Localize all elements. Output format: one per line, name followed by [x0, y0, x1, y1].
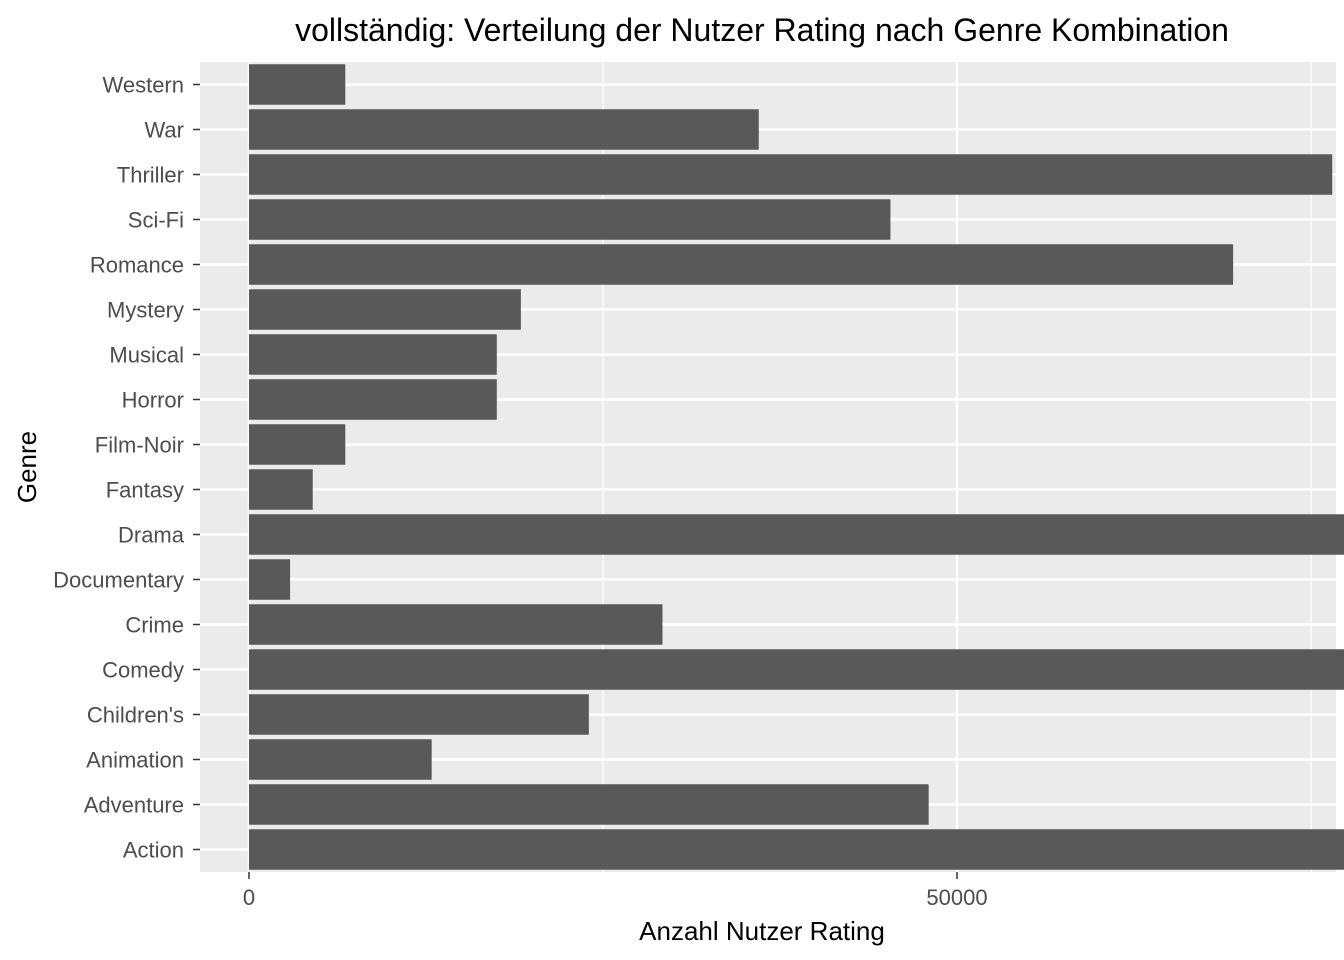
- bars: [249, 64, 1344, 870]
- bar-thriller: [249, 154, 1333, 195]
- y-tick-label: Documentary: [53, 568, 184, 593]
- y-axis: Action Adventure Animation Children's Comedy…: [53, 73, 200, 863]
- y-tick-label: Film-Noir: [95, 433, 184, 458]
- y-tick-label: Crime: [125, 613, 184, 638]
- x-tick-label: 0: [243, 885, 255, 910]
- y-tick-label: Sci-Fi: [128, 208, 184, 233]
- y-tick-label: Adventure: [84, 793, 184, 818]
- bar-action: [249, 829, 1344, 870]
- bar-animation: [249, 739, 432, 780]
- x-tick-label: 50000: [926, 885, 987, 910]
- bar-musical: [249, 334, 497, 375]
- bar-drama: [249, 514, 1344, 555]
- bar-mystery: [249, 289, 521, 330]
- plot-panel: [200, 62, 1336, 872]
- chart-title: vollständig: Verteilung der Nutzer Ratin…: [295, 12, 1229, 48]
- y-tick-label: Mystery: [107, 298, 184, 323]
- bar-sci-fi: [249, 199, 891, 240]
- bar-war: [249, 109, 759, 150]
- y-tick-label: Children's: [87, 703, 184, 728]
- bar-romance: [249, 244, 1234, 285]
- y-tick-label: Animation: [86, 748, 184, 773]
- y-tick-label: Romance: [90, 253, 184, 278]
- bar-crime: [249, 604, 663, 645]
- y-tick-label: Action: [123, 838, 184, 863]
- x-axis-title: Anzahl Nutzer Rating: [639, 916, 885, 946]
- bar-comedy: [249, 649, 1344, 690]
- y-tick-label: Western: [102, 73, 184, 98]
- bar-film-noir: [249, 424, 346, 465]
- y-tick-label: Drama: [118, 523, 185, 548]
- y-tick-label: War: [144, 118, 184, 143]
- y-tick-label: Musical: [109, 343, 184, 368]
- bar-adventure: [249, 784, 929, 825]
- minor-gridlines: [602, 62, 1312, 872]
- x-axis: 050000100000150000: [243, 872, 988, 910]
- bar-western: [249, 64, 346, 105]
- y-tick-label: Thriller: [117, 163, 184, 188]
- bar-horror: [249, 379, 497, 420]
- bar-children-s: [249, 694, 589, 735]
- y-axis-title: Genre: [12, 431, 42, 503]
- y-tick-label: Horror: [122, 388, 184, 413]
- bar-documentary: [249, 559, 291, 600]
- y-tick-label: Comedy: [102, 658, 184, 683]
- y-tick-label: Fantasy: [106, 478, 184, 503]
- bar-fantasy: [249, 469, 313, 510]
